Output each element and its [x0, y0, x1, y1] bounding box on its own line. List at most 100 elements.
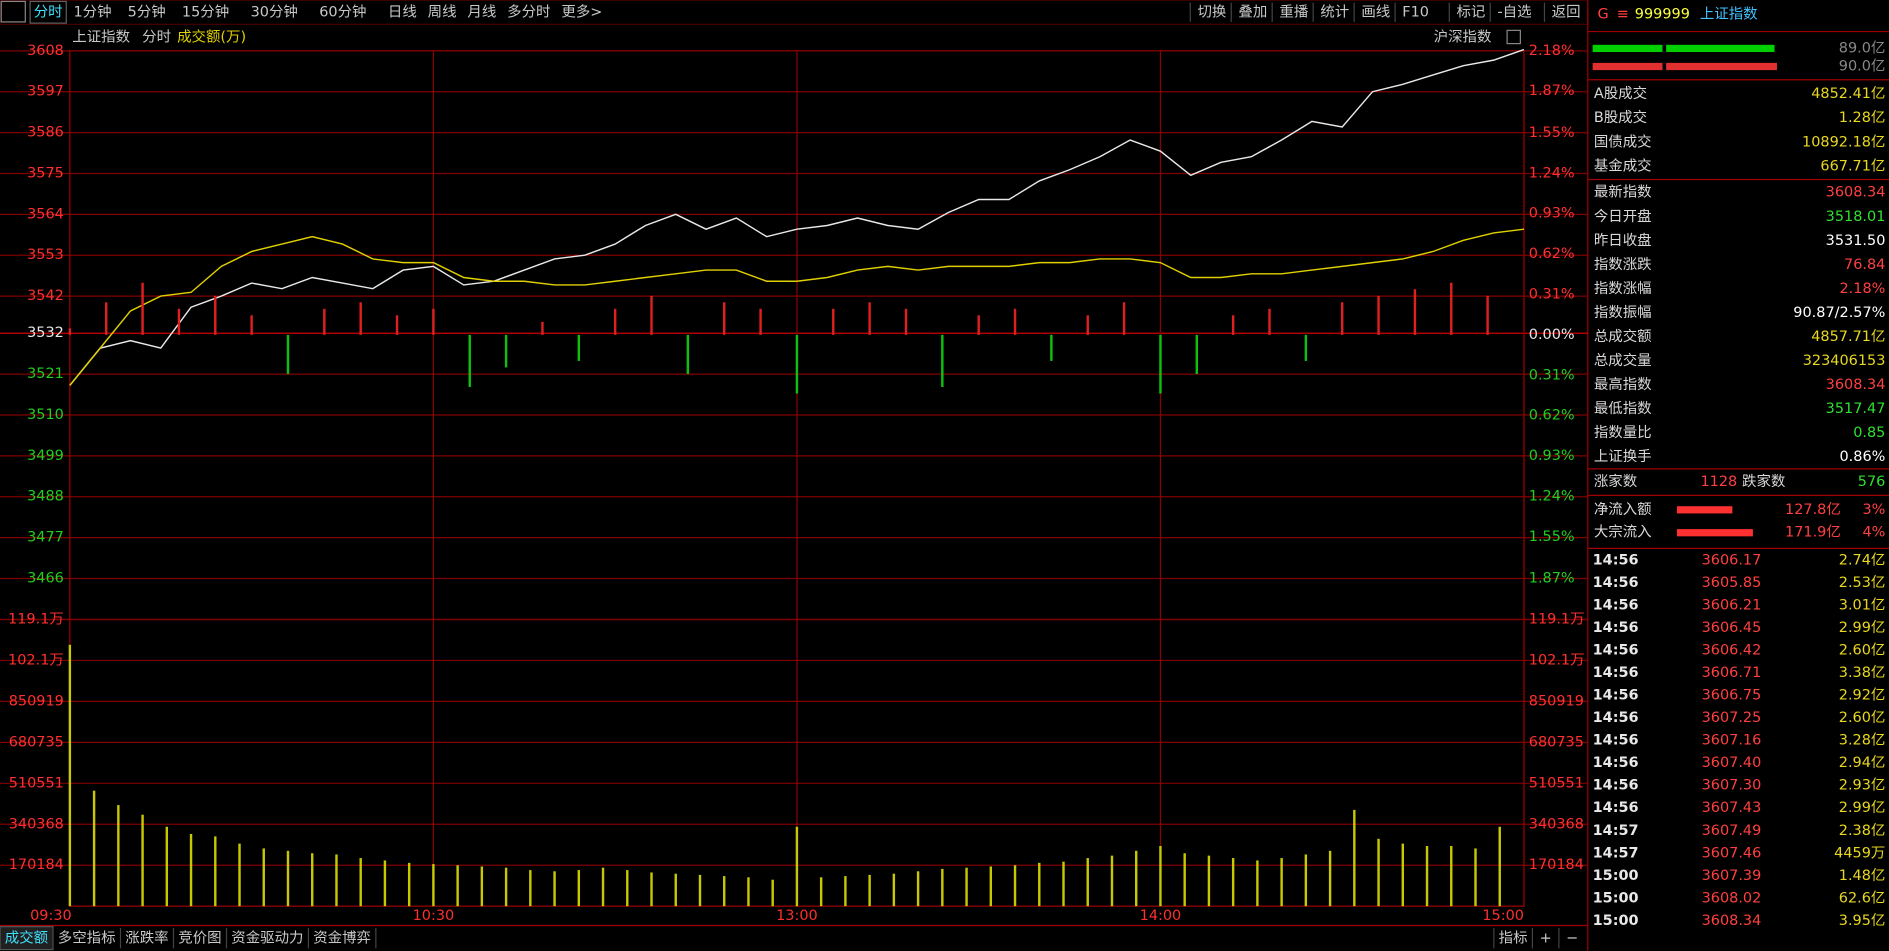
bar — [456, 865, 459, 907]
bar — [868, 874, 871, 907]
trade-time: 14:56 — [1593, 778, 1639, 794]
toolbar-action[interactable]: 统计 — [1320, 3, 1349, 20]
stat-value: 3531.50 — [1826, 233, 1886, 249]
bar — [541, 321, 544, 335]
tab-active — [29, 0, 67, 24]
capital-bar — [1666, 44, 1775, 53]
capital-bar — [1666, 62, 1777, 71]
stat-value: 3608.34 — [1826, 185, 1886, 201]
toolbar-action[interactable]: 切换 — [1197, 3, 1226, 20]
period-tab[interactable]: 60分钟 — [319, 3, 366, 20]
bar — [1159, 846, 1162, 907]
y2-tick-label: 850919 — [1529, 693, 1584, 709]
toolbar-action[interactable]: F10 — [1402, 4, 1429, 20]
trade-time: 14:56 — [1593, 643, 1639, 659]
bar — [165, 826, 169, 907]
y-tick-label: 3608 — [27, 43, 64, 59]
bar — [141, 282, 144, 335]
price-line — [69, 228, 1525, 386]
bar — [1207, 855, 1211, 907]
stat-label: 最新指数 — [1594, 184, 1652, 201]
trade-price: 3607.49 — [1702, 823, 1762, 839]
stat-label: 总成交量 — [1594, 351, 1652, 369]
y-tick-label: 3553 — [27, 247, 64, 263]
bar — [626, 870, 629, 907]
bar — [1038, 862, 1041, 907]
indicator: 成交额(万) — [177, 28, 246, 46]
y-tick-label: 3575 — [27, 165, 64, 181]
y-tick-label: 3488 — [27, 489, 64, 505]
toolbar-action[interactable]: 叠加 — [1238, 3, 1267, 20]
stat-value: 0.85 — [1853, 425, 1885, 441]
toolbar-action[interactable]: -自选 — [1497, 3, 1531, 20]
period-tab[interactable]: 日线 — [388, 3, 417, 20]
trade-time: 14:56 — [1593, 688, 1639, 704]
bar — [1122, 302, 1126, 335]
period-tab[interactable]: 1分钟 — [73, 3, 111, 20]
y2-tick-label: 2.18% — [1529, 43, 1575, 59]
bar — [504, 334, 508, 368]
trade-time: 14:56 — [1593, 552, 1639, 568]
trade-amount: 3.38亿 — [1839, 664, 1886, 681]
bottom-action[interactable]: + — [1540, 931, 1552, 947]
toolbar-action[interactable]: 画线 — [1361, 3, 1390, 20]
trade-amount: 2.94亿 — [1839, 754, 1886, 771]
period-tab[interactable]: 多分时 — [507, 3, 550, 20]
bottom-tab[interactable]: 涨跌率 — [125, 930, 168, 947]
bar — [686, 334, 690, 374]
bottom-tab[interactable]: 资金博弈 — [313, 930, 371, 947]
bar — [759, 308, 762, 335]
trade-amount: 3.01亿 — [1839, 596, 1886, 613]
capital-label: 90.0亿 — [1839, 57, 1886, 74]
bottom-tab[interactable]: 多空指标 — [58, 930, 116, 947]
trade-time: 14:56 — [1593, 575, 1639, 591]
stock-name: 上证指数 — [1700, 6, 1758, 23]
menu-button[interactable] — [0, 0, 26, 23]
period-tab[interactable]: 周线 — [428, 3, 457, 20]
stat-label: 国债成交 — [1594, 132, 1652, 150]
period-tab[interactable]: 分时 — [34, 3, 63, 20]
period-tab[interactable]: 更多> — [561, 3, 602, 20]
bar — [1377, 295, 1380, 335]
period-tab[interactable]: 30分钟 — [251, 3, 298, 20]
bar — [832, 308, 835, 335]
flow-amount: 171.9亿 — [1785, 524, 1841, 541]
bar — [529, 870, 532, 907]
trade-price: 3607.46 — [1702, 845, 1762, 861]
bar — [432, 864, 435, 907]
bar — [868, 302, 871, 335]
x-tick-label: 15:00 — [1482, 908, 1524, 924]
stat-label: 最高指数 — [1594, 376, 1652, 393]
toolbar-action[interactable]: 标记 — [1457, 3, 1486, 20]
bottom-action[interactable]: − — [1566, 931, 1578, 947]
period-tab[interactable]: 15分钟 — [182, 3, 229, 20]
bottom-tab[interactable]: 竞价图 — [178, 929, 221, 947]
trade-time: 14:56 — [1593, 733, 1639, 749]
bottom-tab[interactable]: 资金驱动力 — [231, 930, 303, 947]
trade-price: 3606.21 — [1702, 597, 1762, 613]
period-tab[interactable]: 5分钟 — [128, 3, 166, 20]
bar — [250, 315, 253, 335]
bar — [92, 790, 96, 907]
toolbar-action[interactable]: 重播 — [1279, 3, 1308, 20]
y2-tick-label: 119.1万 — [1529, 611, 1585, 627]
trade-amount: 4459万 — [1834, 845, 1885, 861]
menu-icon[interactable]: ≡ — [1617, 7, 1629, 23]
bar — [383, 860, 387, 907]
bar — [323, 308, 326, 335]
bar — [1304, 854, 1308, 907]
trade-time: 15:00 — [1593, 868, 1639, 884]
y2-tick-label: 1.24% — [1529, 488, 1575, 504]
toolbar-action[interactable]: 返回 — [1552, 3, 1581, 20]
compare-index[interactable]: 沪深指数 — [1434, 29, 1492, 46]
bottom-tab[interactable]: 成交额 — [5, 929, 49, 947]
bar — [1135, 850, 1138, 907]
bottom-action[interactable]: 指标 — [1499, 930, 1528, 947]
bar — [1341, 302, 1344, 335]
y-tick-label: 3586 — [27, 125, 64, 141]
period-tab[interactable]: 月线 — [467, 3, 496, 20]
bar — [698, 874, 702, 907]
compare-toggle[interactable] — [1506, 29, 1521, 45]
bar — [1231, 858, 1235, 907]
